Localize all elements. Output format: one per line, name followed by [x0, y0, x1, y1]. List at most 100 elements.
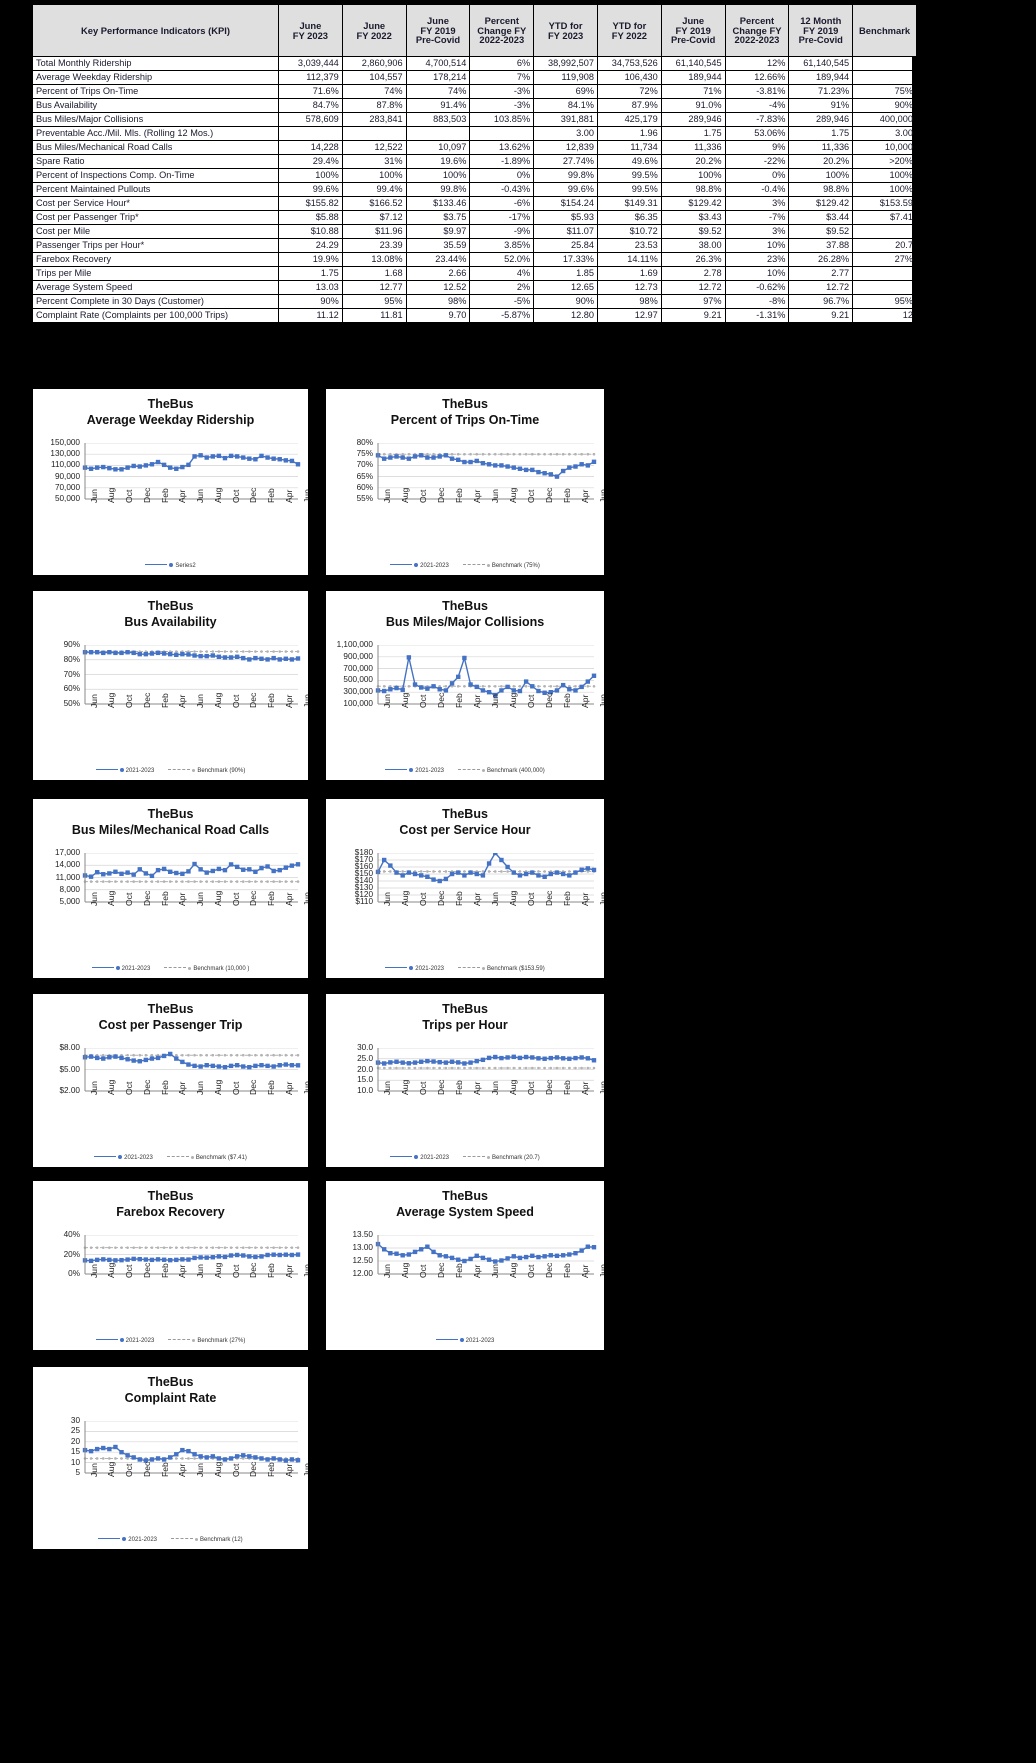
series-marker: [161, 1257, 167, 1262]
series-marker: [443, 876, 449, 882]
series-marker: [419, 453, 424, 458]
series-marker: [462, 873, 467, 878]
kpi-value-cell: 100%: [660, 168, 726, 183]
series-marker: [505, 864, 510, 870]
series-marker: [381, 1247, 387, 1252]
chart-svg: [375, 1235, 597, 1275]
legend-swatch: [390, 563, 413, 565]
series-marker: [573, 1055, 578, 1061]
series-marker: [234, 864, 240, 870]
chart-panel-trips-per-hour: TheBus Trips per Hour 30.0 25.0 20.0 15.0 10.0…: [323, 991, 607, 1170]
series-marker: [131, 463, 136, 469]
kpi-value-cell: 9.70: [405, 308, 471, 323]
legend-label: 2021-2023: [125, 1338, 155, 1344]
series-marker: [554, 1253, 560, 1258]
table-row: Preventable Acc./Mil. Mls. (Rolling 12 M…: [32, 126, 917, 141]
kpi-value-cell: 98%: [596, 294, 662, 309]
kpi-value-cell: 11,336: [788, 140, 854, 155]
series-marker: [530, 684, 535, 689]
y-axis-tick-label: 500,000: [343, 675, 373, 685]
series-marker: [241, 455, 246, 460]
y-axis-tick-label: 10.0: [357, 1086, 373, 1095]
series-marker: [88, 874, 94, 879]
series-marker: [388, 863, 393, 868]
table-row: Percent of Trips On-Time 71.6% 74% 74% -3% 69…: [32, 84, 917, 99]
y-axis-tick-label: 60%: [63, 684, 80, 694]
chart-plot-area: 150,000 130,000 110,000 90,000 70,000 50,000 J…: [33, 438, 308, 549]
series-marker: [283, 656, 289, 661]
kpi-value-cell: 3.00: [852, 126, 917, 141]
kpi-value-cell: 2,860,906: [341, 56, 407, 71]
series-marker: [400, 1060, 405, 1065]
kpi-value-cell: 100%: [278, 168, 343, 183]
y-axis-tick-label: 30.0: [357, 1043, 373, 1052]
series-marker: [412, 682, 418, 687]
kpi-value-cell: 14.11%: [596, 252, 662, 267]
series-marker: [536, 688, 541, 694]
kpi-value-cell: 20.2%: [788, 154, 854, 169]
chart-title-line1: TheBus: [147, 1375, 194, 1389]
series-marker: [425, 1244, 430, 1249]
series-marker: [143, 463, 149, 468]
legend-label: Benchmark (27%): [197, 1338, 246, 1344]
series-marker: [168, 651, 173, 657]
series-marker: [381, 857, 387, 863]
series-marker: [107, 650, 112, 655]
legend-swatch: [168, 768, 191, 770]
series-marker: [486, 690, 492, 695]
series-marker: [143, 651, 149, 657]
kpi-value-cell: $10.72: [596, 224, 662, 239]
chart-legend: 2021-2023 Benchmark (90%): [33, 768, 308, 774]
series-marker: [579, 867, 584, 872]
kpi-value-cell: -5.87%: [469, 308, 535, 323]
series-marker: [277, 867, 282, 873]
series-marker: [283, 1252, 289, 1257]
kpi-table-body: Total Monthly Ridership 3,039,444 2,860,90…: [32, 56, 917, 323]
series-marker: [505, 684, 510, 690]
series-marker: [505, 464, 510, 469]
series-marker: [198, 653, 203, 659]
series-marker: [241, 1253, 246, 1258]
kpi-value-cell: 52.0%: [469, 252, 535, 267]
kpi-value-cell: [278, 126, 343, 141]
series-marker: [536, 1056, 541, 1061]
series-marker: [493, 853, 498, 856]
legend-swatch: [462, 563, 485, 565]
series-marker: [101, 464, 106, 470]
kpi-value-cell: 883,503: [405, 112, 471, 127]
kpi-value-cell: 72%: [596, 84, 662, 99]
kpi-value-cell: 29.4%: [278, 154, 343, 169]
series-marker: [228, 862, 234, 867]
legend-marker-icon: [192, 768, 196, 772]
kpi-value-cell: $3.75: [405, 210, 471, 225]
kpi-value-cell: 11,734: [596, 140, 662, 155]
kpi-value-cell: 1.68: [341, 266, 407, 281]
kpi-value-cell: 20.2%: [660, 154, 726, 169]
kpi-value-cell: 2%: [469, 280, 535, 295]
series-marker: [567, 1056, 572, 1061]
kpi-value-cell: 106,430: [596, 70, 662, 85]
series-marker: [523, 1254, 529, 1260]
y-axis-tick-label: 50,000: [54, 494, 80, 503]
kpi-value-cell: 38.00: [660, 238, 726, 253]
series-marker: [137, 1059, 142, 1064]
kpi-value-cell: 26.28%: [788, 252, 854, 267]
series-marker: [247, 1454, 252, 1459]
kpi-value-cell: 2.77: [788, 266, 854, 281]
kpi-value-cell: 100%: [852, 182, 917, 197]
kpi-value-cell: $5.93: [533, 210, 598, 225]
series-marker: [271, 456, 276, 461]
kpi-name-cell: Bus Miles/Major Collisions: [32, 112, 279, 127]
series-marker: [222, 867, 228, 873]
series-marker: [431, 1249, 436, 1255]
kpi-value-cell: 3.00: [533, 126, 598, 141]
kpi-value-cell: 289,946: [788, 112, 854, 127]
kpi-value-cell: -5%: [469, 294, 535, 309]
series-marker: [143, 1057, 149, 1063]
kpi-name-cell: Bus Availability: [32, 98, 279, 113]
series-marker: [94, 1055, 100, 1061]
series-marker: [155, 459, 161, 465]
chart-title-line2: Cost per Passenger Trip: [98, 1017, 243, 1032]
kpi-value-cell: 74%: [341, 84, 407, 99]
y-axis-tick-label: 11,000: [55, 872, 80, 882]
